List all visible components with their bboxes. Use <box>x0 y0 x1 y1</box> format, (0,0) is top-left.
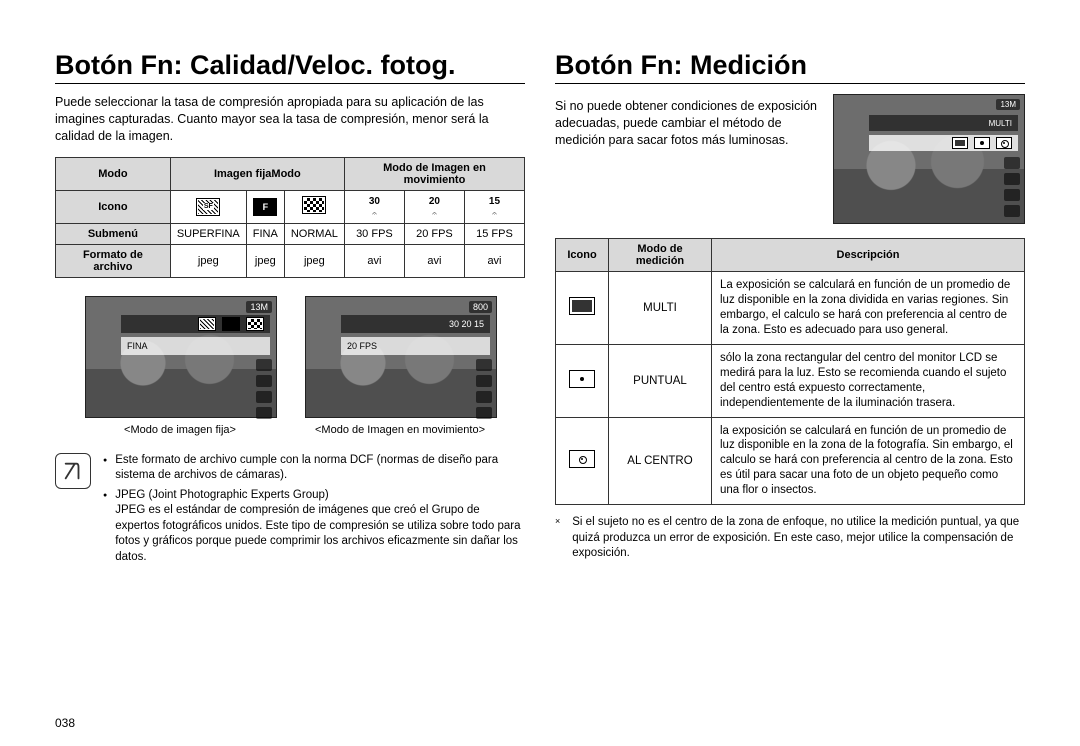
th-still: Imagen fijaModo <box>170 157 344 190</box>
thumb-movie: 800 30 20 15 20 FPS <Modo de Imagen en m… <box>305 296 495 437</box>
row-spot: PUNTUAL sólo la zona rectangular del cen… <box>556 344 1025 417</box>
note-block: Este formato de archivo cumple con la no… <box>55 453 525 570</box>
heading-metering: Botón Fn: Medición <box>555 50 1025 84</box>
caption-movie: <Modo de Imagen en movimiento> <box>305 424 495 437</box>
caption-still: <Modo de imagen fija> <box>85 424 275 437</box>
th-mmode: Modo de medición <box>609 239 712 272</box>
icon-30fps: 30𝄐 <box>344 190 404 223</box>
mode-spot: PUNTUAL <box>609 344 712 417</box>
cell-fina: FINA <box>246 223 284 244</box>
cell-fmt-0: jpeg <box>170 244 246 277</box>
note-bullet-1: Este formato de archivo cumple con la no… <box>115 453 525 484</box>
th-movie: Modo de Imagen en movimiento <box>344 157 524 190</box>
cell-15fps: 15 FPS <box>464 223 524 244</box>
row-multi: MULTI La exposición se calculará en func… <box>556 272 1025 345</box>
metering-table: Icono Modo de medición Descripción MULTI… <box>555 238 1025 505</box>
badge-res: 13M <box>246 301 272 313</box>
desc-center: la exposición se calculará en función de… <box>712 417 1025 505</box>
badge-res2: 800 <box>469 301 492 313</box>
icon-multi <box>556 272 609 345</box>
row-center: AL CENTRO la exposición se calculará en … <box>556 417 1025 505</box>
lcd-thumbnails: 13M FINA <Modo de imagen fija> 800 30 20… <box>55 296 525 437</box>
mode-multi: MULTI <box>609 272 712 345</box>
cell-fmt-3: avi <box>344 244 404 277</box>
right-column: Botón Fn: Medición Si no puede obtener c… <box>555 50 1025 569</box>
lcd-metering: 13M MULTI <box>833 94 1025 224</box>
intro-metering: Si no puede obtener condiciones de expos… <box>555 98 819 149</box>
badge-meter-res: 13M <box>996 99 1020 110</box>
mode-center: AL CENTRO <box>609 417 712 505</box>
note-list: Este formato de archivo cumple con la no… <box>103 453 525 570</box>
lcd-movie: 800 30 20 15 20 FPS <box>305 296 497 418</box>
cell-30fps: 30 FPS <box>344 223 404 244</box>
sel-still: FINA <box>121 337 270 355</box>
icon-20fps: 20𝄐 <box>404 190 464 223</box>
strip-movie: 30 20 15 <box>341 315 490 333</box>
metering-footnote: Si el sujeto no es el centro de la zona … <box>555 515 1025 562</box>
lcd-still: 13M FINA <box>85 296 277 418</box>
page-number: 038 <box>55 716 75 730</box>
icon-center <box>556 417 609 505</box>
thumb-still: 13M FINA <Modo de imagen fija> <box>85 296 275 437</box>
icon-fine: F <box>246 190 284 223</box>
cell-normal: NORMAL <box>284 223 344 244</box>
strip-meter-icons <box>869 135 1018 151</box>
th-mode: Modo <box>56 157 171 190</box>
row-format-label: Formato de archivo <box>56 244 171 277</box>
th-desc: Descripción <box>712 239 1025 272</box>
strip-meter: MULTI <box>869 115 1018 131</box>
row-submenu-label: Submenú <box>56 223 171 244</box>
icon-15fps: 15𝄐 <box>464 190 524 223</box>
left-column: Botón Fn: Calidad/Veloc. fotog. Puede se… <box>55 50 525 569</box>
intro-quality: Puede seleccionar la tasa de compresión … <box>55 94 525 145</box>
cell-fmt-1: jpeg <box>246 244 284 277</box>
desc-multi: La exposición se calculará en función de… <box>712 272 1025 345</box>
th-icon: Icono <box>556 239 609 272</box>
icon-spot <box>556 344 609 417</box>
cell-superfina: SUPERFINA <box>170 223 246 244</box>
note-bullet-2: JPEG (Joint Photographic Experts Group) … <box>115 488 525 566</box>
cell-fmt-5: avi <box>464 244 524 277</box>
desc-spot: sólo la zona rectangular del centro del … <box>712 344 1025 417</box>
cell-fmt-4: avi <box>404 244 464 277</box>
cell-fmt-2: jpeg <box>284 244 344 277</box>
strip-still <box>121 315 270 333</box>
icon-superfine: SF <box>170 190 246 223</box>
sel-movie: 20 FPS <box>341 337 490 355</box>
note-icon <box>55 453 91 489</box>
cell-20fps: 20 FPS <box>404 223 464 244</box>
icon-normal <box>284 190 344 223</box>
quality-table: Modo Imagen fijaModo Modo de Imagen en m… <box>55 157 525 278</box>
heading-quality: Botón Fn: Calidad/Veloc. fotog. <box>55 50 525 84</box>
row-icon-label: Icono <box>56 190 171 223</box>
